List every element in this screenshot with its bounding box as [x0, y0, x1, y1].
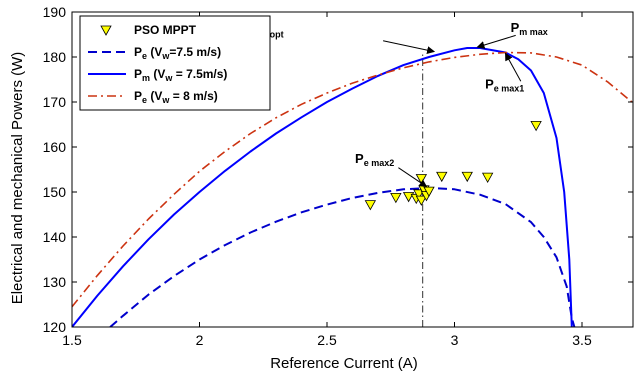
x-axis-label: Reference Current (A): [270, 355, 418, 372]
pso-point-12: [481, 172, 494, 183]
y-tick-label-0: 120: [43, 319, 67, 335]
series-line-pm75: [72, 47, 573, 327]
annotation-pmmax: Pm max: [511, 20, 548, 37]
pso-point-11: [461, 171, 473, 183]
y-tick-label-7: 190: [43, 4, 67, 20]
y-tick-label-3: 150: [43, 184, 67, 200]
annotation-arrow-pmmax: [476, 34, 516, 49]
y-tick-label-1: 130: [43, 274, 67, 290]
legend-label-pm75: Pm (Vw = 7.5m/s): [134, 67, 227, 83]
x-tick-label-0: 1.5: [62, 332, 82, 348]
pso-point-13: [530, 121, 542, 132]
x-tick-label-4: 3.5: [572, 332, 592, 348]
annotation-pemax2: Pe max2: [355, 151, 394, 168]
y-axis-label: Electrical and mechanical Powers (W): [9, 52, 26, 305]
legend-label-pe8: Pe (Vw = 8 m/s): [134, 89, 218, 105]
y-tick-label-2: 140: [43, 229, 67, 245]
pso-point-0: [364, 200, 377, 211]
y-tick-label-4: 160: [43, 139, 67, 155]
annotation-pemax1: Pe max1: [485, 77, 524, 94]
x-tick-label-1: 2: [196, 332, 204, 348]
legend: PSO MPPT Pe (Vw=7.5 m/s) Pm (Vw = 7.5m/s) P…: [79, 15, 271, 111]
series-line-pe75: [109, 186, 576, 327]
pso-point-1: [390, 193, 402, 204]
legend-box: [79, 15, 271, 111]
series-layer: [72, 47, 633, 327]
annotation-arrow-pemax1: [505, 52, 522, 82]
annotation-arrow-pmopt: [382, 40, 436, 55]
x-tick-label-3: 3: [451, 332, 459, 348]
pso-point-10: [436, 171, 448, 183]
axes-layer: 1.5 2 2.5 3 3.5 120 130 140 150 160 170 180 190: [43, 4, 634, 348]
pso-point-5: [415, 195, 428, 206]
pso-point-9: [415, 174, 428, 185]
y-tick-label-5: 170: [43, 94, 67, 110]
y-tick-label-6: 180: [43, 49, 67, 65]
legend-swatch-pso: [100, 25, 112, 36]
pso-point-8: [423, 186, 435, 197]
marker-layer: [364, 121, 542, 211]
series-line-pe8: [72, 51, 633, 308]
annotation-arrow-pemax2: [398, 167, 428, 188]
legend-label-pe75: Pe (Vw=7.5 m/s): [134, 45, 221, 61]
legend-label-pso: PSO MPPT: [134, 23, 197, 37]
x-tick-label-2: 2.5: [317, 332, 337, 348]
axes-frame: [71, 11, 634, 328]
